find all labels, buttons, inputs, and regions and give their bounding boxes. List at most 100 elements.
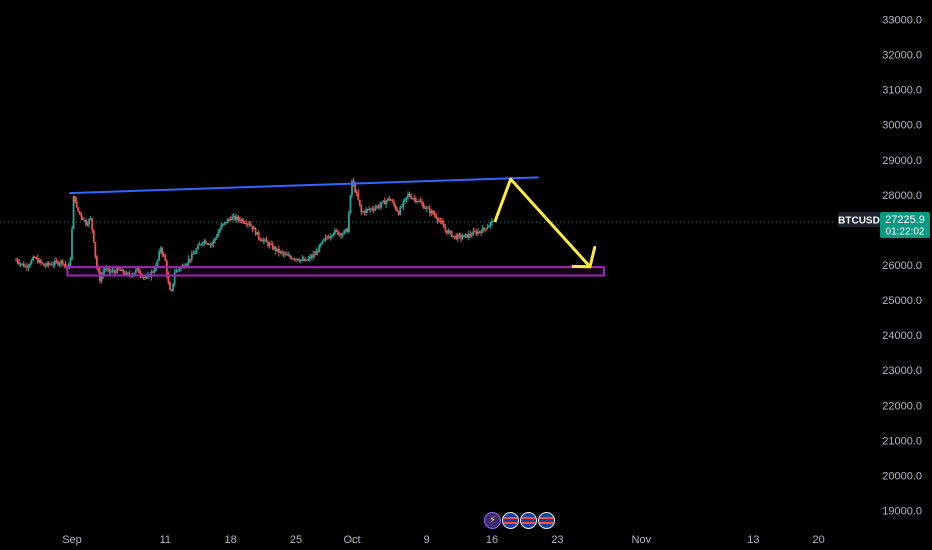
candle-body [417,200,420,202]
candle-body [290,256,293,259]
candle-body [190,253,193,260]
candle-body [458,234,461,236]
candle-body [53,260,56,265]
candle-body [150,271,153,277]
candle-body [211,243,213,245]
candle-body [102,272,105,276]
symbol-badge [838,212,880,227]
candle-body [172,283,175,291]
candle-body [279,251,282,253]
candle-body [312,254,315,258]
candle-body [291,258,294,260]
candle-body [29,263,31,266]
plot-area[interactable] [0,176,836,292]
candle-body [119,269,122,272]
candle-body [251,225,254,230]
candle-countdown: 01:22:02 [886,227,925,238]
candle-body [225,222,227,224]
candle-body [33,257,36,259]
us-flag-icon[interactable] [520,512,537,529]
candle-body [217,232,220,237]
candle-body [88,219,91,225]
candle-body [270,243,273,245]
candle-body [232,215,235,217]
candle-body [282,252,285,255]
candle-body [226,219,229,224]
candle-body [315,251,318,255]
candle-body [81,217,84,221]
projection-arrowhead[interactable] [571,245,597,269]
candle-body [284,254,287,256]
candle-body [391,200,394,202]
price-axis[interactable]: 19000.0 20000.0 21000.0 22000.0 23000.0 24000… [882,15,922,518]
candle-body [223,222,226,224]
candle-body [442,223,445,228]
support-zone-rectangle[interactable] [66,266,606,277]
candle-body [108,268,111,273]
candle-body [347,213,350,233]
candle-body [221,223,224,226]
resistance-trendline[interactable] [69,176,539,195]
candle-body [161,248,164,254]
candle-body [385,200,388,205]
candle-body [50,264,53,266]
candle-body [179,266,182,270]
candle-body [416,201,419,203]
candle-body [375,205,378,208]
candle-body [229,219,232,221]
us-flag-icon[interactable] [502,512,519,529]
candle-body [117,268,120,270]
candle-body [361,211,364,213]
projection-path[interactable] [493,177,592,268]
last-price-value: 27225.9 [885,214,925,226]
candle-body [277,248,280,253]
candle-body [260,239,263,242]
candle-body [137,268,140,274]
candle-body [396,209,399,212]
candle-body [248,223,251,225]
y-tick-label: 30000.0 [882,120,922,132]
candle-body [358,199,361,206]
candle-body [64,264,67,267]
candle-body [344,228,347,231]
candle-body [424,208,427,210]
time-axis[interactable]: Sep 11 18 25 Oct 9 16 23 Nov 13 20 [62,534,825,546]
candle-body [262,240,265,242]
candle-body [144,276,147,278]
candle-body [187,258,190,264]
candle-body [80,213,83,218]
candle-body [480,231,483,233]
candle-body [133,272,136,275]
x-tick-label: Sep [62,534,82,546]
x-tick-label: 18 [225,534,237,546]
candle-body [368,209,371,211]
candle-body [439,220,442,222]
y-tick-label: 23000.0 [882,365,922,377]
candle-body [335,230,338,232]
candle-body [491,220,493,223]
candle-body [346,228,349,233]
candle-body [363,211,366,213]
us-flag-icon[interactable] [538,512,555,529]
y-tick-label: 25000.0 [882,295,922,307]
candle-body [114,271,117,274]
candle-body [235,216,238,220]
candle-body [326,237,329,239]
candle-body [304,259,307,261]
candle-body [71,229,73,260]
economic-events-bar: ⚡ [484,512,555,530]
x-tick-label: 11 [160,534,171,546]
candle-body [89,218,92,220]
candle-body [22,263,25,267]
y-tick-label: 29000.0 [882,155,922,167]
candle-body [477,231,479,235]
candle-body [197,245,199,250]
candle-body [393,201,395,206]
candle-body [298,260,301,262]
candle-body [372,209,375,211]
candle-body [253,228,255,230]
lightning-icon[interactable]: ⚡ [484,512,501,529]
candle-body [487,225,490,228]
candle-body [425,207,428,209]
